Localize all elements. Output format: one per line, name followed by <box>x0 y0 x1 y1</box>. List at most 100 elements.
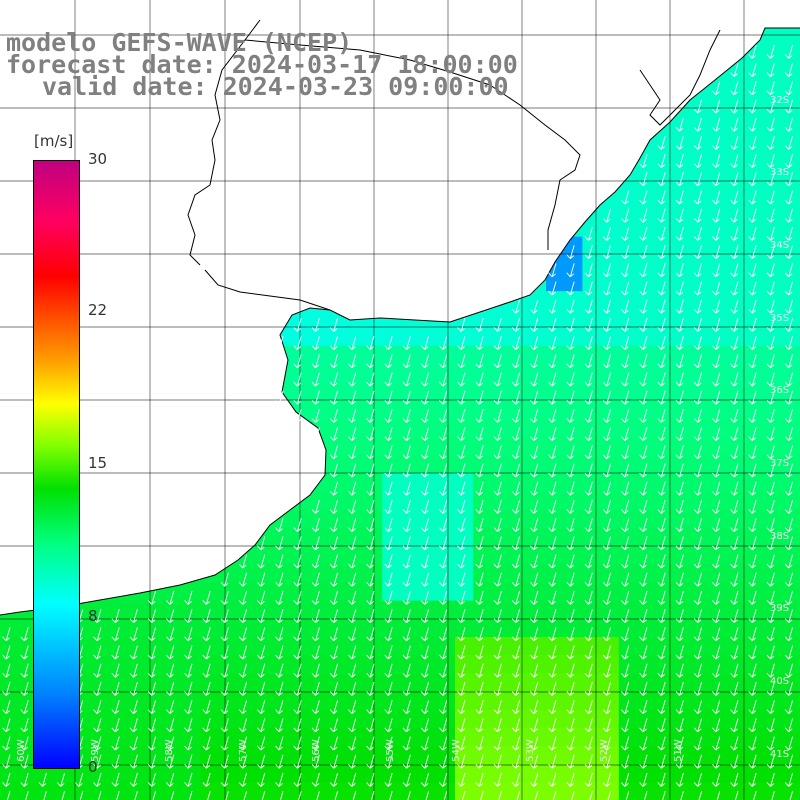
lat-label: 36S <box>770 385 790 396</box>
speed-cell <box>782 637 800 656</box>
speed-cell <box>200 782 219 800</box>
lon-label: 51W <box>672 739 684 762</box>
speed-cell <box>782 491 800 511</box>
lon-label: 55W <box>384 739 396 762</box>
lon-label: 52W <box>598 739 610 762</box>
speed-cell <box>782 436 800 456</box>
speed-cell <box>18 782 37 800</box>
speed-cell <box>218 782 238 800</box>
lon-label: 57W <box>237 739 249 762</box>
valid-date: valid date: 2024-03-23 09:00:00 <box>42 72 509 101</box>
speed-cell <box>782 400 800 420</box>
speed-cell <box>782 618 800 638</box>
speed-cell <box>782 582 800 602</box>
lat-label: 35S <box>770 313 790 324</box>
lon-label: 59W <box>89 739 101 762</box>
colorbar-tick-15: 15 <box>88 454 108 472</box>
speed-cell <box>782 655 800 674</box>
speed-cell <box>72 782 92 800</box>
speed-cell <box>782 728 800 747</box>
speed-cell <box>0 782 19 800</box>
speed-cell <box>36 782 56 800</box>
speed-cell <box>782 673 800 693</box>
speed-cell <box>673 782 693 800</box>
speed-cell <box>509 782 529 800</box>
lon-label: 53W <box>524 739 536 762</box>
speed-cell <box>782 236 800 256</box>
lat-label: 39S <box>770 603 790 614</box>
speed-cell <box>163 782 183 800</box>
lat-label: 41S <box>770 749 790 760</box>
speed-cell <box>254 782 274 800</box>
speed-cell <box>782 691 800 711</box>
speed-cell <box>91 782 110 800</box>
lon-label: 60W <box>15 739 27 762</box>
speed-cell <box>182 782 201 800</box>
speed-cell <box>782 364 800 383</box>
speed-cell <box>782 600 800 620</box>
colorbar-tick-22: 22 <box>88 301 108 319</box>
speed-cell <box>582 782 602 800</box>
lat-label: 37S <box>770 458 790 469</box>
speed-cell <box>782 509 800 529</box>
speed-cell <box>782 382 800 401</box>
speed-cell <box>127 782 147 800</box>
speed-cell <box>782 291 800 310</box>
speed-cell <box>527 782 547 800</box>
speed-cell <box>782 709 800 729</box>
speed-cell <box>782 327 800 347</box>
speed-cell <box>236 782 256 800</box>
speed-cell <box>782 473 800 492</box>
speed-cell <box>491 782 511 800</box>
speed-cell <box>455 782 474 800</box>
speed-cell <box>746 782 765 800</box>
lat-label: 38S <box>770 531 790 542</box>
lon-label: 54W <box>450 739 462 762</box>
speed-cell <box>364 782 383 800</box>
speed-cell <box>655 782 674 800</box>
speed-cell <box>782 145 800 165</box>
speed-cell <box>637 782 656 800</box>
speed-cell <box>782 273 800 292</box>
speed-cell <box>782 764 800 784</box>
speed-cell <box>782 109 800 128</box>
lat-label: 33S <box>770 167 790 178</box>
speed-cell <box>436 782 456 800</box>
lat-label: 34S <box>770 240 790 251</box>
speed-cell <box>782 163 800 183</box>
colorbar-unit: [m/s] <box>34 132 74 150</box>
speed-cell <box>782 200 800 219</box>
speed-cell <box>109 782 128 800</box>
speed-cell <box>782 254 800 274</box>
speed-cell <box>473 782 492 800</box>
colorbar <box>33 160 80 769</box>
speed-cell <box>418 782 438 800</box>
speed-cell <box>782 36 800 56</box>
speed-cell <box>764 782 784 800</box>
speed-cell <box>327 782 347 800</box>
speed-cell <box>400 782 420 800</box>
speed-cell <box>564 782 583 800</box>
speed-cell <box>782 527 800 547</box>
speed-cell <box>382 782 401 800</box>
lon-label: 58W <box>163 739 175 762</box>
speed-cell <box>782 54 800 74</box>
lat-label: 40S <box>770 676 790 687</box>
speed-cell <box>782 218 800 238</box>
speed-cell <box>782 418 800 438</box>
speed-cell <box>709 782 729 800</box>
speed-cell <box>782 345 800 365</box>
colorbar-tick-8: 8 <box>88 607 98 625</box>
speed-cell <box>691 782 711 800</box>
speed-cell <box>273 782 292 800</box>
speed-cell <box>145 782 165 800</box>
speed-cell <box>782 309 800 329</box>
speed-cell <box>782 455 800 474</box>
speed-cell <box>618 782 638 800</box>
speed-cell <box>782 91 800 110</box>
lon-label: 56W <box>310 739 322 762</box>
speed-cell <box>309 782 329 800</box>
speed-cell <box>782 182 800 201</box>
speed-cell <box>600 782 620 800</box>
